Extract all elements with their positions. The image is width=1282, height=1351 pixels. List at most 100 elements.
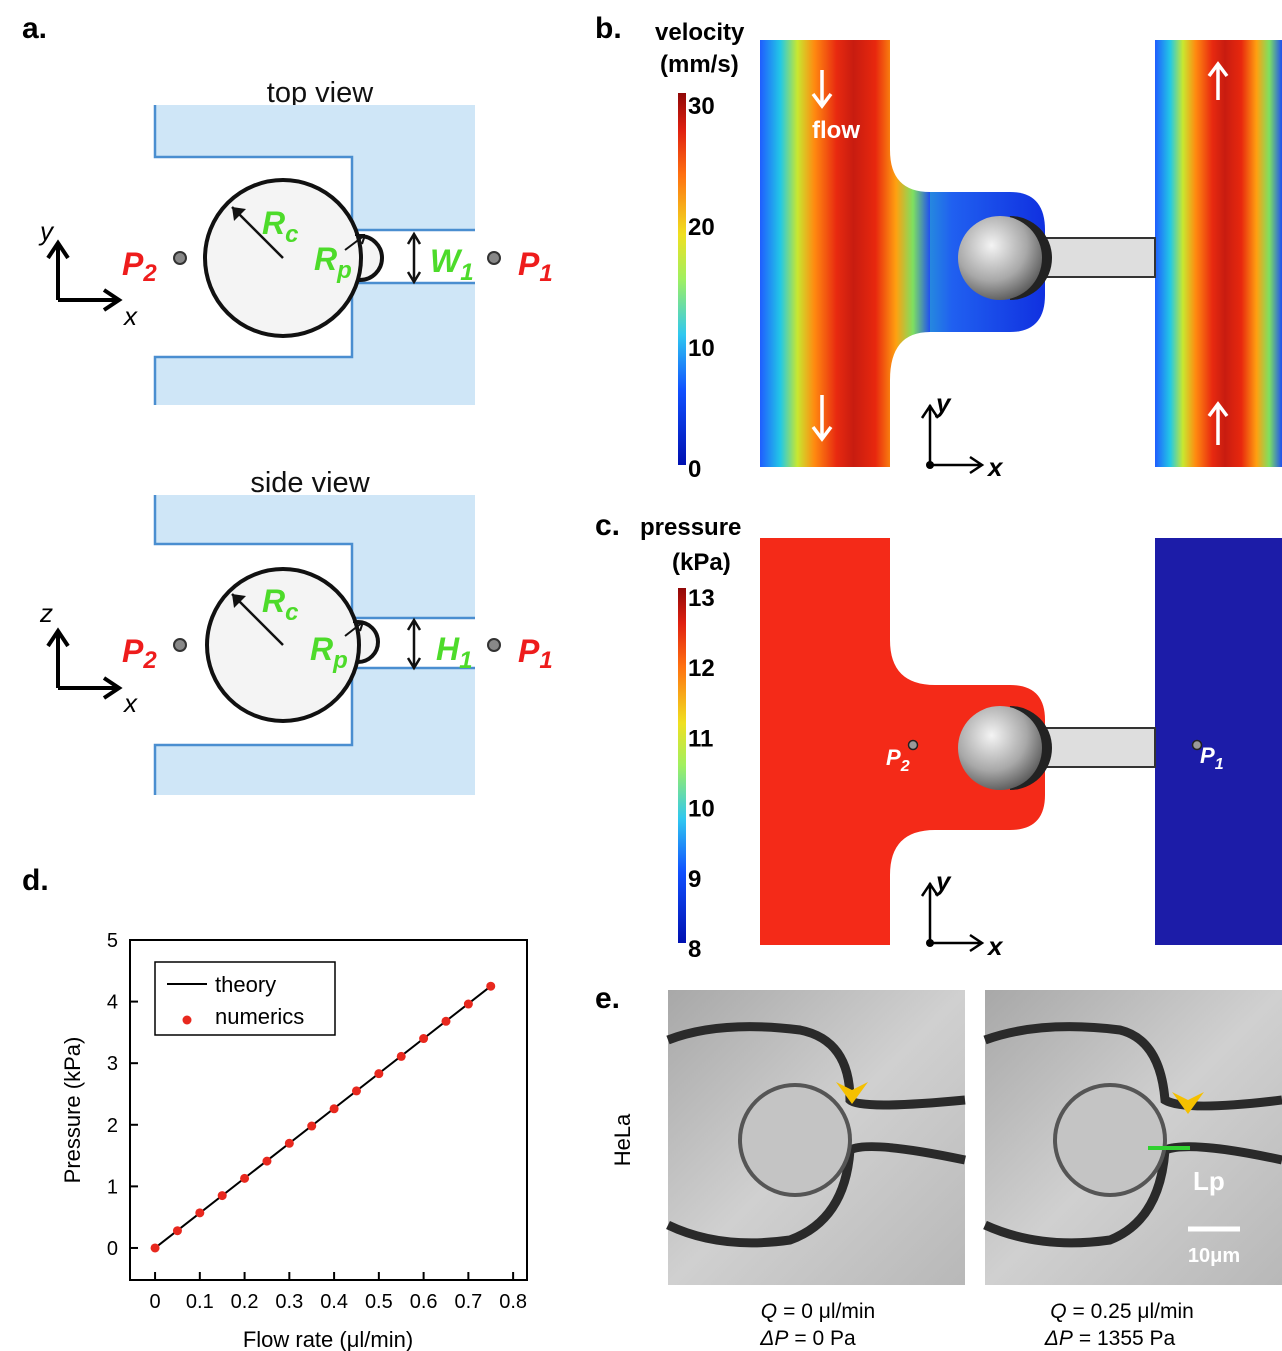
data-point — [285, 1139, 294, 1148]
data-point — [240, 1174, 249, 1183]
region-low — [1155, 538, 1282, 945]
chart: Flow rate (μl/min) Pressure (kPa) 00.10.… — [60, 930, 527, 1351]
colorbar-title: pressure — [640, 514, 741, 541]
caption: ΔP= 1355 Pa — [1044, 1327, 1176, 1350]
label-sub: c — [285, 599, 298, 626]
axis-label: y — [934, 388, 952, 418]
x-axis-title: Flow rate (μl/min) — [243, 1327, 413, 1351]
label-main: P — [886, 745, 901, 770]
probe — [909, 741, 918, 750]
colorbar-tick-label: 13 — [688, 585, 715, 612]
data-point — [173, 1226, 182, 1235]
view-title: top view — [267, 77, 374, 109]
x-tick-label: 0.7 — [454, 1291, 482, 1313]
legend-label: numerics — [215, 1004, 304, 1029]
constriction — [1035, 238, 1155, 277]
label-main: P — [518, 246, 540, 282]
label-main: P — [122, 246, 144, 282]
y-axis-title: Pressure (kPa) — [60, 1037, 85, 1184]
panel-label: e. — [595, 982, 620, 1015]
data-point — [464, 1000, 473, 1009]
label-main: P — [122, 633, 144, 669]
colorbar-tick-label: 10 — [688, 796, 715, 823]
y-tick-label: 4 — [107, 992, 118, 1014]
axis-label: y — [934, 866, 952, 896]
colorbar-tick-label: 20 — [688, 214, 715, 241]
probe — [488, 252, 500, 264]
label: P2 — [122, 246, 157, 287]
side-view: side view Rc Rp H1 P2 P1 z x — [39, 467, 553, 795]
label-sub: p — [336, 257, 352, 284]
y-tick-label: 3 — [107, 1053, 118, 1075]
colorbar-title: velocity — [655, 19, 745, 46]
data-point — [307, 1122, 316, 1131]
micrograph — [668, 990, 965, 1285]
data-point — [352, 1086, 361, 1095]
colorbar-ticks: 8910111213 — [688, 585, 715, 963]
x-tick-label: 0.3 — [275, 1291, 303, 1313]
y-tick-label: 5 — [107, 930, 118, 952]
colorbar-tick-label: 0 — [688, 456, 701, 483]
label-sub: 2 — [142, 647, 157, 674]
y-tick-label: 2 — [107, 1115, 118, 1137]
colorbar-tick-label: 10 — [688, 335, 715, 362]
axes-icon — [48, 243, 119, 310]
constriction — [1035, 728, 1155, 767]
colorbar-tick-label: 12 — [688, 655, 715, 682]
label-sub: 1 — [460, 259, 473, 286]
caption-var: Q — [1050, 1300, 1066, 1323]
colorbar-title: (mm/s) — [660, 51, 739, 78]
data-point — [262, 1157, 271, 1166]
data-point — [486, 982, 495, 991]
caption: Q= 0 μl/min — [761, 1300, 875, 1323]
colorbar-ticks: 0 10 20 30 — [688, 93, 715, 483]
label-sub: 2 — [142, 260, 157, 287]
colorbar — [678, 588, 686, 943]
scale-label: 10μm — [1188, 1245, 1240, 1267]
colorbar — [678, 93, 686, 465]
data-point — [397, 1052, 406, 1061]
y-tick-label: 1 — [107, 1176, 118, 1198]
probe — [174, 252, 186, 264]
data-point — [441, 1017, 450, 1026]
row-label: HeLa — [610, 1113, 635, 1166]
axis-label: z — [39, 598, 53, 628]
label-main: R — [314, 241, 337, 277]
data-point — [374, 1069, 383, 1078]
colorbar-tick-label: 11 — [688, 725, 713, 752]
caption-var: Q — [761, 1300, 777, 1323]
label-main: R — [262, 205, 285, 241]
legend-label: theory — [215, 972, 276, 997]
panel-label: b. — [595, 12, 622, 45]
axis-label: x — [122, 301, 138, 331]
micrographs: HeLa Lp 10μm Q= 0 μl/min ΔP= 0 Pa Q= 0.2… — [610, 990, 1282, 1350]
axis-label: x — [986, 931, 1004, 961]
caption: Q= 0.25 μl/min — [1050, 1300, 1194, 1323]
panel-label: c. — [595, 509, 620, 542]
colorbar-tick-label: 9 — [688, 866, 701, 893]
label-sub: 2 — [900, 758, 910, 775]
view-title: side view — [250, 467, 370, 499]
origin — [926, 461, 934, 469]
micrograph: Lp 10μm — [985, 990, 1282, 1285]
axis-label: y — [38, 216, 55, 246]
cell — [958, 216, 1042, 300]
caption: ΔP= 0 Pa — [759, 1327, 856, 1350]
probe — [488, 639, 500, 651]
x-tick-label: 0.1 — [186, 1291, 214, 1313]
label-sub: 1 — [539, 260, 552, 287]
label-main: W — [430, 243, 463, 279]
probe — [174, 639, 186, 651]
caption-text: = 0 Pa — [794, 1327, 856, 1350]
label-sub: 1 — [459, 647, 472, 674]
axis-label: x — [986, 452, 1004, 482]
label: P2 — [122, 633, 157, 674]
x-tick-label: 0.6 — [410, 1291, 438, 1313]
label: P1 — [518, 246, 553, 287]
panel-label: d. — [22, 864, 49, 897]
cell — [958, 706, 1042, 790]
colorbar-title: (kPa) — [672, 549, 731, 576]
caption-text: = 1355 Pa — [1079, 1327, 1176, 1350]
colorbar-tick-label: 30 — [688, 93, 715, 120]
data-point — [330, 1104, 339, 1113]
